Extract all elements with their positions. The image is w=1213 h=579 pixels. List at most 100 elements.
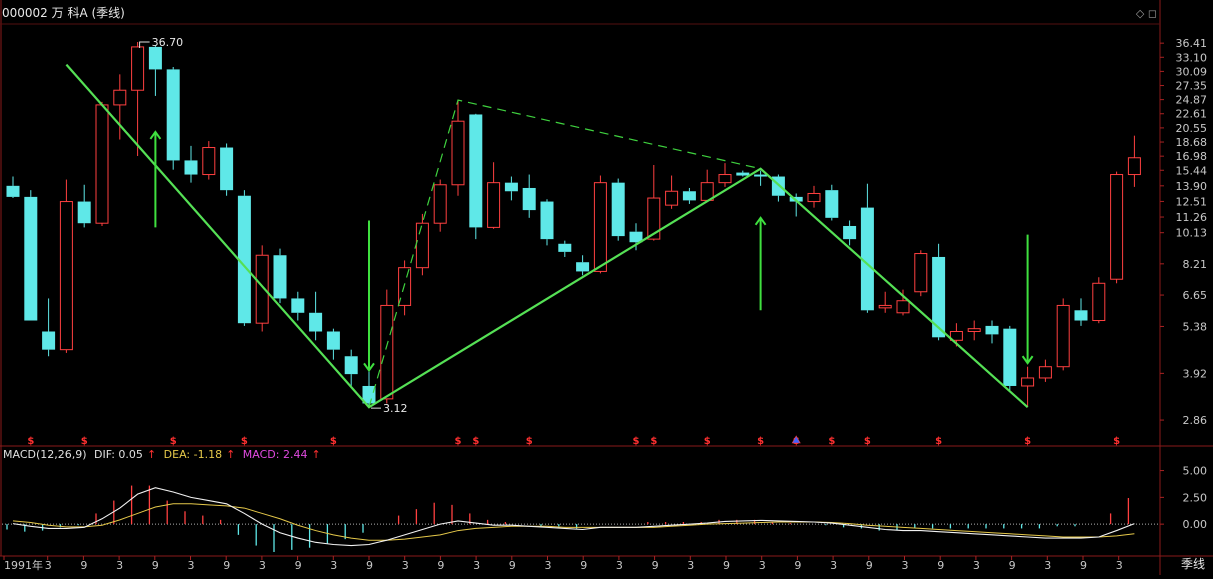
dashed-trend-line <box>368 99 1028 408</box>
price-tick-label: 3.92 <box>1183 367 1208 380</box>
candle <box>878 291 892 313</box>
high-price-label: 36.70 <box>152 36 184 49</box>
price-tick-label: 22.61 <box>1176 108 1208 121</box>
x-tick-label: 9 <box>509 559 516 572</box>
candle-body-falling <box>291 298 305 313</box>
candle <box>469 113 483 240</box>
candle <box>1038 359 1052 382</box>
window-control-icons[interactable]: ◇ ◻ <box>1135 7 1157 20</box>
macd-tick-label: 2.50 <box>1183 491 1208 504</box>
x-tick-label: 3 <box>902 559 909 572</box>
dividend-mark-icon: $ <box>633 436 640 447</box>
price-tick-label: 5.38 <box>1183 320 1208 333</box>
candle <box>433 179 447 232</box>
candle-body-falling <box>469 114 483 228</box>
candle-body-falling <box>754 174 768 177</box>
candle <box>398 260 412 316</box>
candle-body-rising <box>451 120 465 186</box>
candle-body-falling <box>558 243 572 252</box>
macd-panel <box>6 485 1135 552</box>
price-tick-label: 12.51 <box>1176 195 1208 208</box>
x-tick-label: 3 <box>830 559 837 572</box>
price-tick-label: 10.13 <box>1176 227 1208 240</box>
dividend-mark-icon: $ <box>704 436 711 447</box>
candle-body-rising <box>647 197 661 240</box>
candle <box>309 291 323 341</box>
candle-body-rising <box>113 89 127 106</box>
x-tick-label: 9 <box>866 559 873 572</box>
candle <box>700 169 714 202</box>
candle <box>825 184 839 221</box>
price-tick-label: 20.55 <box>1176 122 1208 135</box>
candle <box>148 45 162 96</box>
candle-body-falling <box>42 331 56 350</box>
candle-body-rising <box>1038 366 1052 379</box>
candle <box>202 141 216 180</box>
x-tick-label: 9 <box>1080 559 1087 572</box>
candle-body-rising <box>398 267 412 306</box>
candle-body-rising <box>202 147 216 176</box>
candle <box>611 178 625 241</box>
period-label[interactable]: 季线 <box>1180 557 1205 571</box>
candle-body-falling <box>344 356 358 375</box>
candle <box>95 101 109 226</box>
candle-body-rising <box>1021 377 1035 387</box>
x-tick-label: 3 <box>116 559 123 572</box>
price-tick-label: 30.09 <box>1176 65 1208 78</box>
candle-body-rising <box>665 190 679 206</box>
macd-value-label: MACD: 2.44 <box>242 448 308 461</box>
candle-body-rising <box>59 201 73 351</box>
price-tick-label: 13.90 <box>1176 180 1208 193</box>
candle-body-rising <box>415 222 429 269</box>
candle <box>237 190 251 326</box>
candle-body-rising <box>718 174 732 184</box>
candle-body-falling <box>611 182 625 237</box>
candle-body-rising <box>914 253 928 293</box>
candle-body-rising <box>967 328 981 332</box>
dividend-mark-icon: $ <box>828 436 835 447</box>
candle-body-falling <box>540 201 554 240</box>
candle-body-falling <box>184 160 198 175</box>
candle <box>967 320 981 341</box>
high-marker <box>139 41 150 48</box>
special-mark-icon <box>791 435 801 444</box>
price-tick-label: 6.65 <box>1183 289 1208 302</box>
candle <box>985 320 999 344</box>
candle-body-falling <box>682 191 696 201</box>
candle-body-falling <box>522 187 536 211</box>
dea-line <box>12 503 1135 541</box>
candle <box>1056 298 1070 371</box>
candle <box>932 243 946 341</box>
candle <box>843 220 857 246</box>
candle-body-rising <box>1127 157 1141 176</box>
candle <box>754 170 768 186</box>
candle-body-rising <box>593 182 607 272</box>
x-tick-label: 9 <box>295 559 302 572</box>
x-tick-label: 9 <box>580 559 587 572</box>
candle <box>914 250 928 297</box>
dividend-mark-icon: $ <box>472 436 479 447</box>
x-tick-label: 3 <box>188 559 195 572</box>
dividend-mark-icon: $ <box>935 436 942 447</box>
candle-body-falling <box>1074 310 1088 321</box>
x-tick-label: 3 <box>259 559 266 572</box>
price-tick-label: 36.41 <box>1176 37 1208 50</box>
x-tick-label: 1991年 <box>4 558 43 572</box>
x-tick-label: 9 <box>437 559 444 572</box>
x-tick-label: 9 <box>794 559 801 572</box>
candle <box>77 184 91 228</box>
candle <box>540 199 554 246</box>
candle-body-falling <box>932 256 946 338</box>
up-arrow-icon <box>149 130 162 228</box>
candle <box>1074 298 1088 326</box>
arrow-head <box>149 130 162 140</box>
dividend-mark-icon: $ <box>170 436 177 447</box>
candle <box>255 245 269 332</box>
dividend-marks-layer: $$$$$$$$$$$$$$$$$$ <box>27 435 1120 447</box>
candle <box>1110 171 1124 284</box>
macd-tick-label: 0.00 <box>1183 518 1208 531</box>
x-tick-label: 3 <box>759 559 766 572</box>
